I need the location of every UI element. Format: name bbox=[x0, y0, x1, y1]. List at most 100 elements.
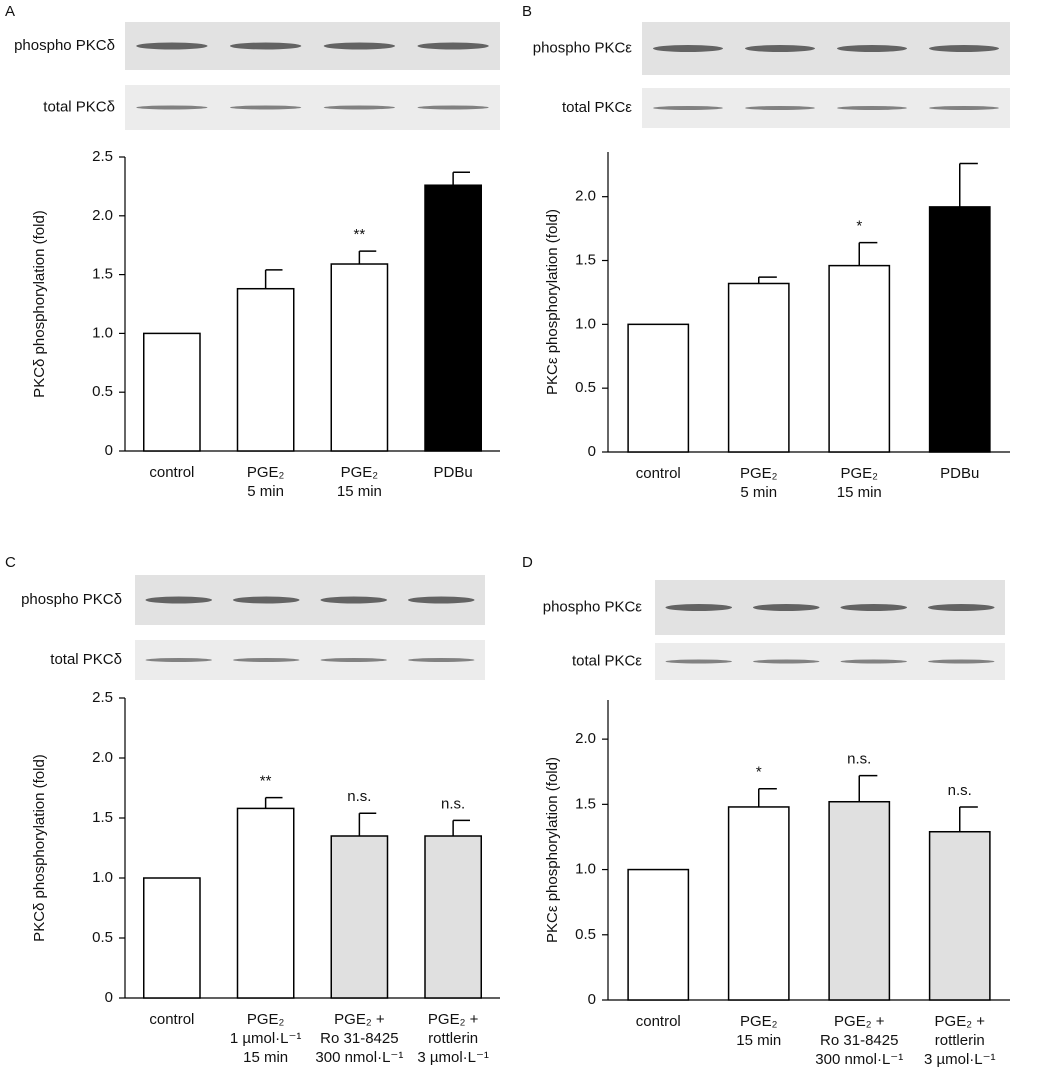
y-tick-label: 1.5 bbox=[92, 266, 113, 283]
blot-band bbox=[233, 658, 300, 662]
blot-band bbox=[753, 659, 820, 664]
panel-letter: C bbox=[5, 554, 16, 571]
blot-band bbox=[929, 106, 999, 110]
bar bbox=[236, 287, 295, 452]
y-tick-label: 1.5 bbox=[92, 809, 113, 826]
y-tick-label: 0 bbox=[105, 989, 113, 1006]
blot-label: phospho PKCε bbox=[533, 39, 633, 56]
x-tick-label: PGE₂ + bbox=[428, 1011, 479, 1028]
bar bbox=[143, 877, 201, 999]
y-tick-label: 0.5 bbox=[575, 926, 596, 943]
blot-band bbox=[928, 604, 995, 611]
blot-band bbox=[145, 596, 212, 604]
blot-band bbox=[928, 659, 995, 664]
y-tick-label: 2.0 bbox=[92, 749, 113, 766]
bar bbox=[330, 263, 389, 452]
bar bbox=[424, 835, 482, 999]
x-tick-label: PDBu bbox=[434, 464, 473, 481]
x-tick-label: 15 min bbox=[243, 1049, 288, 1066]
blot-band bbox=[929, 45, 999, 52]
blot-band bbox=[136, 105, 208, 110]
significance-label: * bbox=[756, 764, 762, 781]
y-tick-label: 0 bbox=[588, 443, 596, 460]
bar bbox=[424, 184, 482, 452]
bar bbox=[727, 806, 790, 1001]
y-tick-label: 1.5 bbox=[575, 251, 596, 268]
blot-band bbox=[837, 45, 907, 52]
blot-band bbox=[408, 658, 475, 662]
blot-band bbox=[745, 45, 815, 52]
y-tick-label: 0 bbox=[588, 991, 596, 1008]
panel-letter: B bbox=[522, 3, 532, 20]
bar bbox=[627, 868, 690, 1001]
x-tick-label: PGE₂ bbox=[740, 1013, 778, 1030]
bar bbox=[928, 206, 991, 453]
y-tick-label: 1.5 bbox=[575, 795, 596, 812]
x-tick-label: PGE₂ bbox=[841, 465, 879, 482]
x-tick-label: 15 min bbox=[736, 1032, 781, 1049]
y-axis-label: PKCδ phosphorylation (fold) bbox=[31, 210, 48, 398]
significance-label: ** bbox=[260, 773, 272, 790]
y-tick-label: 2.5 bbox=[92, 689, 113, 706]
x-tick-label: 3 µmol·L⁻¹ bbox=[417, 1049, 489, 1066]
x-tick-label: PGE₂ bbox=[341, 464, 379, 481]
x-tick-label: rottlerin bbox=[935, 1032, 985, 1049]
bar bbox=[928, 830, 991, 1001]
y-tick-label: 1.0 bbox=[92, 324, 113, 341]
bar bbox=[330, 835, 389, 999]
blot-band bbox=[233, 596, 300, 604]
blot-band bbox=[840, 604, 907, 611]
blot-band bbox=[653, 45, 723, 52]
y-axis-label: PKCε phosphorylation (fold) bbox=[544, 209, 561, 395]
y-tick-label: 2.5 bbox=[92, 148, 113, 165]
y-tick-label: 1.0 bbox=[575, 315, 596, 332]
blot-band bbox=[653, 106, 723, 110]
bar bbox=[828, 264, 891, 453]
blot-band bbox=[408, 596, 475, 604]
blot-band bbox=[665, 659, 732, 664]
significance-label: n.s. bbox=[847, 751, 871, 768]
bar bbox=[828, 800, 891, 1001]
x-tick-label: 15 min bbox=[337, 483, 382, 500]
blot-band bbox=[323, 105, 395, 110]
x-tick-label: 15 min bbox=[837, 484, 882, 501]
significance-label: ** bbox=[354, 226, 366, 243]
blot-label: phospho PKCδ bbox=[21, 591, 122, 608]
blot-band bbox=[840, 659, 907, 664]
x-tick-label: 1 µmol·L⁻¹ bbox=[230, 1030, 302, 1047]
x-tick-label: control bbox=[149, 1011, 194, 1028]
significance-label: n.s. bbox=[441, 795, 465, 812]
bar bbox=[727, 282, 790, 453]
blot-band bbox=[665, 604, 732, 611]
y-axis-label: PKCε phosphorylation (fold) bbox=[544, 757, 561, 943]
significance-label: * bbox=[856, 218, 862, 235]
x-tick-label: Ro 31-8425 bbox=[320, 1030, 398, 1047]
x-tick-label: control bbox=[636, 1013, 681, 1030]
y-axis-label: PKCδ phosphorylation (fold) bbox=[31, 754, 48, 942]
blot-label: phospho PKCε bbox=[543, 598, 643, 615]
x-tick-label: PDBu bbox=[940, 465, 979, 482]
panel-letter: D bbox=[522, 554, 533, 571]
y-tick-label: 1.0 bbox=[575, 861, 596, 878]
x-tick-label: rottlerin bbox=[428, 1030, 478, 1047]
x-tick-label: PGE₂ + bbox=[334, 1011, 385, 1028]
x-tick-label: 5 min bbox=[740, 484, 777, 501]
panel-letter: A bbox=[5, 3, 15, 20]
blot-label: phospho PKCδ bbox=[14, 37, 115, 54]
blot-label: total PKCδ bbox=[43, 98, 115, 115]
y-tick-label: 2.0 bbox=[575, 188, 596, 205]
x-tick-label: PGE₂ bbox=[740, 465, 778, 482]
blot-band bbox=[837, 106, 907, 110]
x-tick-label: 3 µmol·L⁻¹ bbox=[924, 1051, 996, 1068]
y-tick-label: 0.5 bbox=[92, 383, 113, 400]
x-tick-label: PGE₂ + bbox=[834, 1013, 885, 1030]
x-tick-label: PGE₂ bbox=[247, 1011, 285, 1028]
y-tick-label: 0 bbox=[105, 442, 113, 459]
blot-band bbox=[320, 596, 387, 604]
bar bbox=[627, 323, 690, 453]
blot-band bbox=[230, 42, 302, 50]
y-tick-label: 0.5 bbox=[92, 929, 113, 946]
blot-label: total PKCε bbox=[572, 652, 642, 669]
bar bbox=[236, 807, 295, 999]
